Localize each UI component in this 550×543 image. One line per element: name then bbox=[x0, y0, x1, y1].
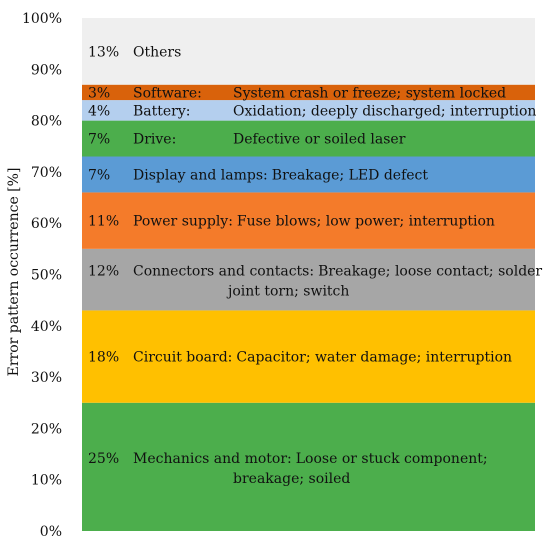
segment-description-label: System crash or freeze; system locked bbox=[233, 85, 506, 101]
y-axis-label: Error pattern occurrence [%] bbox=[6, 168, 22, 377]
segment-percent-label: 3% bbox=[88, 85, 110, 101]
segment-description-label: Capacitor; water damage; interruption bbox=[236, 350, 512, 366]
segment-labels: 25% Mechanics and motor: Loose or stuck co… bbox=[88, 44, 542, 487]
segment-category-label: Circuit board: bbox=[133, 350, 232, 366]
segment-description-label: Loose or stuck component; bbox=[296, 451, 488, 467]
bar-segments bbox=[82, 18, 535, 531]
y-tick-label: 90% bbox=[31, 62, 62, 78]
segment-category-label: Software: bbox=[133, 85, 202, 101]
y-tick-label: 10% bbox=[31, 473, 62, 489]
y-tick-label: 50% bbox=[31, 268, 62, 284]
bar-segment bbox=[82, 84, 535, 101]
segment-percent-label: 25% bbox=[88, 451, 119, 467]
segment-category-label: Drive: bbox=[133, 132, 176, 148]
y-tick-label: 80% bbox=[31, 114, 62, 130]
bar-segment bbox=[82, 100, 535, 121]
segment-percent-label: 7% bbox=[88, 167, 110, 183]
y-tick-label: 40% bbox=[31, 319, 62, 335]
segment-percent-label: 18% bbox=[88, 350, 119, 366]
segment-description-label: breakage; soiled bbox=[233, 471, 350, 487]
bar-segment bbox=[82, 248, 535, 311]
bar-segment bbox=[82, 192, 535, 249]
segment-percent-label: 13% bbox=[88, 44, 119, 60]
segment-percent-label: 11% bbox=[88, 214, 119, 230]
segment-percent-label: 7% bbox=[88, 132, 110, 148]
y-tick-label: 20% bbox=[31, 421, 62, 437]
y-tick-label: 100% bbox=[22, 11, 62, 27]
y-tick-label: 0% bbox=[40, 524, 62, 540]
y-tick-label: 30% bbox=[31, 370, 62, 386]
segment-percent-label: 4% bbox=[88, 103, 110, 119]
bar-segment bbox=[82, 156, 535, 193]
segment-category-label: Mechanics and motor: bbox=[133, 451, 292, 467]
bar-segment bbox=[82, 120, 535, 157]
y-axis-ticks: 0% 10% 20% 30% 40% 50% 60% 70% 80% 90% 100% bbox=[22, 11, 62, 540]
bar-segment bbox=[82, 18, 535, 85]
segment-percent-label: 12% bbox=[88, 264, 119, 280]
segment-category-label: Others bbox=[133, 44, 181, 60]
y-tick-label: 70% bbox=[31, 165, 62, 181]
bar-segment bbox=[82, 402, 535, 531]
segment-description-label: Breakage; LED defect bbox=[272, 167, 429, 183]
segment-description-label: joint torn; switch bbox=[226, 284, 349, 300]
segment-category-label: Battery: bbox=[133, 103, 191, 119]
segment-description-label: Defective or soiled laser bbox=[233, 132, 406, 148]
segment-description-label: Oxidation; deeply discharged; interrupti… bbox=[233, 103, 536, 119]
segment-description-label: Fuse blows; low power; interruption bbox=[237, 214, 495, 230]
segment-description-label: Breakage; loose contact; solder bbox=[318, 264, 542, 280]
segment-category-label: Power supply: bbox=[133, 214, 233, 230]
y-tick-label: 60% bbox=[31, 216, 62, 232]
segment-category-label: Connectors and contacts: bbox=[133, 264, 314, 280]
segment-category-label: Display and lamps: bbox=[133, 167, 268, 183]
bar-segment bbox=[82, 310, 535, 403]
